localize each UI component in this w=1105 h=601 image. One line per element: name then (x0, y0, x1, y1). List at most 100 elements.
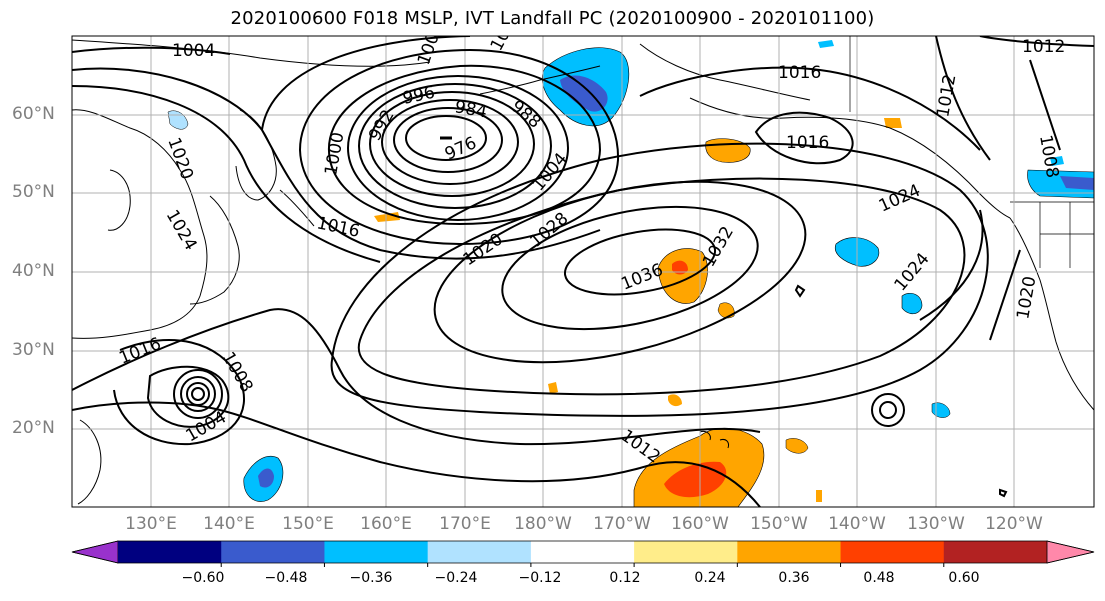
label-1016-ak: 1016 (778, 63, 821, 83)
isobar-ty-2 (186, 382, 210, 406)
coast-siberia-ne (72, 39, 431, 67)
colorbar-segment (221, 541, 325, 563)
coast-alaska-south (689, 97, 1011, 219)
colorbar-segment (427, 541, 532, 563)
isobar-1020-e (989, 249, 1021, 341)
isobar-low-1004 (298, 48, 620, 246)
isobar-small-2 (999, 488, 1008, 498)
isobar-1016-sw (72, 308, 761, 446)
shade-pos-high-core (672, 260, 688, 275)
colorbar-segment (324, 541, 429, 563)
lat-label-30n: 30°N (12, 340, 55, 360)
isobar-low-988 (369, 91, 535, 197)
shade-pos-small6 (884, 118, 902, 128)
shade-neg-small3 (818, 40, 834, 48)
isobar-ty-1004 (146, 365, 230, 428)
map-frame (71, 35, 1095, 508)
lon-label-170e: 170°E (439, 514, 491, 534)
shade-pos-small3 (785, 438, 809, 454)
shade-neg-small4 (1050, 156, 1064, 166)
shade-pos-small7 (816, 490, 822, 502)
colorbar-extend-low (71, 540, 119, 564)
colorbar-tick-7: 0.24 (694, 570, 726, 586)
label-1012-ne: 1012 (1022, 37, 1065, 57)
colorbar-tick-6: 0.12 (609, 570, 641, 586)
political-borders (849, 36, 1094, 268)
shade-neg-bc (1027, 169, 1094, 199)
lat-label-60n: 60°N (12, 104, 55, 124)
coast-asia-east (72, 109, 208, 339)
shade-pos-high (657, 248, 708, 304)
colorbar-segment (737, 541, 842, 563)
label-1016-ak2: 1016 (786, 133, 829, 153)
isobar-1024-e (919, 209, 984, 321)
colorbar-tick-8: 0.36 (778, 570, 810, 586)
coast-alaska-w (639, 43, 811, 101)
isobar-ty-4 (173, 369, 223, 419)
shade-neg-aleutian-core (560, 75, 608, 112)
isobar-1020-high (330, 142, 989, 417)
lon-label-120w: 120°W (985, 514, 1043, 534)
isobar-1016-ak2 (754, 111, 854, 165)
negative-anomaly-areas (167, 40, 1094, 502)
lat-label-40n: 40°N (12, 261, 55, 281)
shade-neg-sw-core (258, 468, 274, 488)
colorbar-tick-5: −0.12 (518, 570, 562, 586)
colorbar-tick-10: 0.60 (948, 570, 980, 586)
lat-label-50n: 50°N (12, 182, 55, 202)
lon-label-160w: 160°W (671, 514, 729, 534)
isobar-1008-low (261, 36, 471, 131)
colorbar-segment (530, 541, 635, 563)
shade-pos-small4 (668, 394, 682, 407)
colorbar-tick-2: −0.48 (264, 570, 308, 586)
coast-korea (107, 169, 131, 231)
colorbar (71, 540, 1095, 567)
isobar-1004-nw (72, 46, 231, 55)
lon-label-150e: 150°E (282, 514, 334, 534)
coast-hawaii (699, 431, 729, 449)
border-states (1039, 202, 1094, 268)
shade-neg-bc-core (1060, 176, 1094, 190)
shade-pos-small1 (717, 302, 735, 319)
isobar-low-996 (347, 75, 569, 221)
colorbar-extend-high (1046, 540, 1095, 564)
colorbar-tick-9: 0.48 (863, 570, 895, 586)
isobar-low-976 (405, 115, 487, 161)
isobar-ep-2 (871, 393, 905, 427)
isobar-low-1000 (327, 64, 602, 226)
lon-label-130e: 130°E (125, 514, 177, 534)
colorbar-segment (634, 541, 738, 563)
colorbar-tick-4: −0.24 (434, 570, 478, 586)
isobar-ty-1008 (113, 339, 245, 446)
map-area: 1004 1012 1016 1016 1012 1008 1020 1024 … (72, 36, 1094, 507)
isobar-1012-ne (979, 36, 1094, 47)
lon-label-140w: 140°W (828, 514, 886, 534)
isobar-1016-mid (72, 85, 381, 263)
label-1004-nw: 1004 (172, 41, 215, 61)
colorbar-outline (71, 540, 1095, 564)
isobar-ty-1 (191, 387, 205, 401)
isobar-low-992 (358, 83, 552, 209)
isobar-ep-1 (879, 401, 897, 419)
isobars (72, 36, 1094, 507)
lon-label-150w: 150°W (750, 514, 808, 534)
isobar-small-1 (794, 284, 806, 298)
colorbar-segment (840, 541, 945, 563)
shade-neg-npac-e2 (901, 293, 923, 315)
colorbar-tick-1: −0.60 (181, 570, 225, 586)
shade-pos-subtrop-core (664, 461, 727, 498)
colorbar-tick-3: −0.36 (349, 570, 393, 586)
isobar-low-980 (393, 107, 503, 173)
lat-lon-grid (72, 36, 1094, 507)
lon-label-130w: 130°W (907, 514, 965, 534)
lon-label-140e: 140°E (203, 514, 255, 534)
coast-philippines (77, 419, 102, 505)
coastlines (72, 39, 1094, 505)
lat-label-20n: 20°N (12, 418, 55, 438)
isobar-ty-3 (180, 376, 216, 412)
isobar-high-1036 (563, 228, 717, 296)
map-title: 2020100600 F018 MSLP, IVT Landfall PC (2… (230, 8, 875, 29)
positive-anomaly-areas (374, 118, 902, 507)
coast-japan (189, 195, 240, 305)
